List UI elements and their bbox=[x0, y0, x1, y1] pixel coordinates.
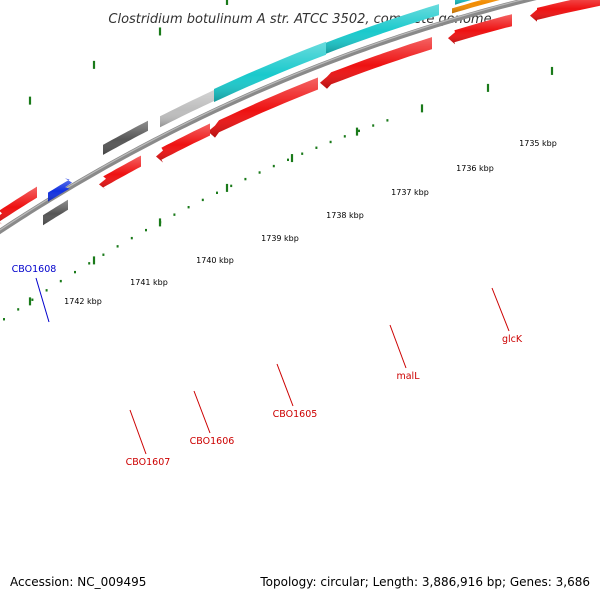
inner-ring-minor-tick bbox=[102, 253, 105, 256]
inner-ring-minor-tick bbox=[258, 171, 261, 174]
tick-label-1740: 1740 kbp bbox=[196, 256, 234, 265]
tick-label-1738: 1738 kbp bbox=[326, 211, 364, 220]
inner-ring-major-tick bbox=[550, 66, 554, 75]
inner-ring-major-tick bbox=[92, 256, 96, 265]
leader-cbo1606 bbox=[193, 390, 211, 434]
inner-ring-major-tick bbox=[420, 104, 424, 113]
inner-ring-minor-tick bbox=[59, 279, 62, 283]
inner-ring-major-tick bbox=[225, 183, 229, 192]
gene-label-cbo1605[interactable]: CBO1605 bbox=[273, 409, 318, 420]
gene-label-glck[interactable]: glcK bbox=[502, 334, 523, 345]
tick-label-1737: 1737 kbp bbox=[391, 188, 429, 197]
topology-text: Topology: circular; Length: 3,886,916 bp… bbox=[259, 575, 590, 589]
gene-arrow-red-1739-shading bbox=[156, 123, 210, 163]
gene-label-mall[interactable]: malL bbox=[396, 371, 420, 382]
gene-arrow-orange-glck-shading bbox=[452, 0, 500, 14]
inner-ring-major-tick bbox=[290, 154, 294, 163]
inner-ring-minor-tick bbox=[74, 270, 76, 274]
inner-ring-minor-tick bbox=[315, 146, 318, 149]
inner-ring-minor-tick bbox=[201, 198, 204, 202]
inner-ring-minor-tick bbox=[301, 152, 304, 155]
inner-ring-major-tick bbox=[486, 83, 490, 92]
gene-label-cbo1608[interactable]: CBO1608 bbox=[12, 264, 57, 275]
inner-ring-minor-tick bbox=[244, 177, 247, 181]
label-leader-lines bbox=[35, 277, 510, 455]
outer-ring-major-tick bbox=[28, 96, 32, 105]
backbone-line bbox=[0, 0, 537, 235]
tick-label-1742: 1742 kbp bbox=[64, 297, 102, 306]
inner-ring-minor-tick bbox=[216, 191, 218, 195]
leader-cbo1605 bbox=[276, 363, 294, 407]
leader-cbo1607 bbox=[129, 409, 147, 455]
inner-ring-minor-tick bbox=[31, 298, 34, 301]
inner-ring-minor-tick bbox=[130, 236, 133, 240]
inner-ring-minor-tick bbox=[173, 213, 176, 216]
leader-glck bbox=[491, 287, 510, 332]
inner-ring-major-tick bbox=[158, 218, 162, 227]
backbone-highlight bbox=[0, 0, 524, 231]
inner-ring-minor-tick bbox=[287, 158, 289, 162]
genome-backbone bbox=[0, 0, 537, 235]
outer-ring-major-tick bbox=[225, 0, 229, 5]
gene-arrow-red-1741-shading bbox=[99, 155, 141, 190]
gene-arrow-cyan-cbo1605-shading bbox=[214, 41, 326, 102]
tick-label-1735: 1735 kbp bbox=[519, 139, 557, 148]
outer-ring-major-tick bbox=[92, 60, 96, 69]
inner-ring-minor-tick bbox=[187, 205, 190, 209]
tick-label-1736: 1736 kbp bbox=[456, 164, 494, 173]
inner-ring-minor-tick bbox=[386, 119, 389, 122]
tick-label-1739: 1739 kbp bbox=[261, 234, 299, 243]
gene-arrow-red-1734-shading bbox=[530, 0, 600, 22]
inner-ring-minor-tick bbox=[145, 228, 147, 232]
gene-arrow-red-1738-shading bbox=[208, 77, 318, 138]
inner-ring-minor-tick bbox=[3, 318, 5, 321]
inner-ring-minor-tick bbox=[343, 135, 346, 138]
gene-arrow-blue-cbo1608-shading bbox=[48, 178, 72, 202]
inner-ring-major-tick bbox=[28, 297, 32, 306]
accession-text: Accession: NC_009495 bbox=[10, 575, 146, 589]
inner-ring-minor-tick bbox=[372, 124, 375, 127]
gene-arrow-red-mall-outer-shading bbox=[320, 37, 432, 89]
gene-arrow-gray-cbo1607-shading bbox=[103, 120, 148, 155]
inner-ring-minor-tick bbox=[45, 289, 48, 292]
inner-ring-major-tick bbox=[355, 127, 359, 136]
gene-label-cbo1607[interactable]: CBO1607 bbox=[126, 457, 171, 468]
leader-cbo1608 bbox=[35, 277, 50, 323]
inner-ring-minor-tick bbox=[329, 140, 332, 144]
gene-arrow-cyan-mall-shading bbox=[326, 4, 439, 54]
gene-arrow-red-left-edge-shading bbox=[0, 186, 37, 225]
outer-ring-major-tick bbox=[158, 27, 162, 36]
inner-ring-minor-tick bbox=[116, 245, 119, 248]
inner-ring-minor-tick bbox=[272, 164, 275, 168]
gene-arrow-gray-cbo1606-shading bbox=[160, 90, 214, 128]
inner-ring-minor-tick bbox=[88, 262, 91, 265]
inner-ring-minor-tick bbox=[230, 184, 233, 188]
gene-arrow-cyan-glck-shading bbox=[455, 0, 472, 5]
inner-ring-minor-tick bbox=[17, 308, 20, 311]
gene-arrow-gray-cbo1608-shading bbox=[43, 199, 68, 226]
gene-arrow-red-1736-shading bbox=[448, 14, 512, 45]
tick-label-1741: 1741 kbp bbox=[130, 278, 168, 287]
leader-mall bbox=[389, 324, 407, 369]
gene-features bbox=[0, 0, 600, 226]
tick-marks bbox=[3, 0, 554, 321]
gene-label-cbo1606[interactable]: CBO1606 bbox=[190, 436, 235, 447]
inner-ring-minor-tick bbox=[358, 129, 360, 133]
